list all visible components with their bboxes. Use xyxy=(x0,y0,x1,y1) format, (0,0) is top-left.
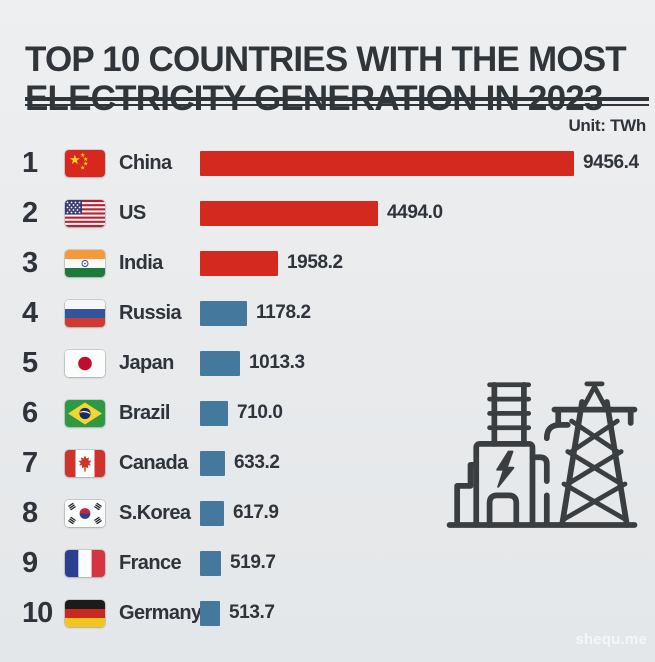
value-bar xyxy=(200,150,574,176)
chart-row: 9 France 519.7 xyxy=(0,538,655,588)
value-bar xyxy=(200,450,225,476)
svg-text:★: ★ xyxy=(80,152,85,159)
page-title: TOP 10 COUNTRIES WITH THE MOST ELECTRICI… xyxy=(25,41,649,117)
flag-ru-icon xyxy=(65,299,105,327)
value-label: 633.2 xyxy=(234,452,280,473)
value-label: 1958.2 xyxy=(287,252,343,273)
value-label: 617.9 xyxy=(233,502,279,523)
chart-rows: 1 ★ ★ ★ ★ ★ China 9456.4 2 US 4494.0 3 India… xyxy=(0,138,655,638)
flag-de-icon xyxy=(65,599,105,627)
value-bar xyxy=(200,600,220,626)
flag-cn-icon: ★ ★ ★ ★ ★ xyxy=(65,149,105,177)
rank-label: 9 xyxy=(22,546,38,579)
value-bar xyxy=(200,400,228,426)
flag-jp-icon xyxy=(65,349,105,377)
chart-row: 10 Germany 513.7 xyxy=(0,588,655,638)
chart-row: 4 Russia 1178.2 xyxy=(0,288,655,338)
value-bar xyxy=(200,550,221,576)
country-name-label: Russia xyxy=(119,301,182,324)
chart-row: 7 Canada 633.2 xyxy=(0,438,655,488)
country-name-label: China xyxy=(119,151,172,174)
country-name-label: France xyxy=(119,551,182,574)
svg-text:★: ★ xyxy=(83,160,88,167)
value-label: 513.7 xyxy=(229,602,275,623)
chart-row: 3 India 1958.2 xyxy=(0,238,655,288)
chart-row: 5 Japan 1013.3 xyxy=(0,338,655,388)
chart-row: 2 US 4494.0 xyxy=(0,188,655,238)
value-bar xyxy=(200,250,278,276)
rank-label: 1 xyxy=(22,146,38,179)
country-name-label: Brazil xyxy=(119,401,170,424)
flag-fr-icon xyxy=(65,549,105,577)
country-name-label: S.Korea xyxy=(119,501,191,524)
flag-ca-icon xyxy=(65,449,105,477)
watermark: shequ.me xyxy=(575,631,647,648)
flag-br-icon xyxy=(65,399,105,427)
title-double-underline xyxy=(25,97,649,106)
flag-kr-icon xyxy=(65,499,105,527)
rank-label: 8 xyxy=(22,496,38,529)
power-plant-icon xyxy=(440,370,645,535)
value-label: 4494.0 xyxy=(387,202,443,223)
country-name-label: Canada xyxy=(119,451,188,474)
country-name-label: Japan xyxy=(119,351,174,374)
title-line-1: TOP 10 COUNTRIES WITH THE MOST xyxy=(25,40,627,80)
rank-label: 3 xyxy=(22,246,38,279)
svg-text:★: ★ xyxy=(83,156,88,163)
value-bar xyxy=(200,500,224,526)
value-bar xyxy=(200,200,378,226)
chart-row: 8 S.Korea 617.9 xyxy=(0,488,655,538)
country-name-label: India xyxy=(119,251,163,274)
svg-text:★: ★ xyxy=(80,164,85,171)
rank-label: 7 xyxy=(22,446,38,479)
flag-in-icon xyxy=(65,249,105,277)
value-label: 519.7 xyxy=(230,552,276,573)
rank-label: 2 xyxy=(22,196,38,229)
rank-label: 4 xyxy=(22,296,38,329)
rank-label: 6 xyxy=(22,396,38,429)
value-label: 1178.2 xyxy=(256,302,311,323)
value-label: 9456.4 xyxy=(583,152,639,173)
country-name-label: US xyxy=(119,201,146,224)
flag-us-icon xyxy=(65,199,105,227)
svg-text:★: ★ xyxy=(69,153,81,168)
chart-row: 1 ★ ★ ★ ★ ★ China 9456.4 xyxy=(0,138,655,188)
value-bar xyxy=(200,350,240,376)
unit-label: Unit: TWh xyxy=(568,116,646,135)
rank-label: 10 xyxy=(22,596,53,629)
value-label: 1013.3 xyxy=(249,352,305,373)
value-bar xyxy=(200,300,247,326)
value-label: 710.0 xyxy=(237,402,283,423)
chart-row: 6 Brazil 710.0 xyxy=(0,388,655,438)
rank-label: 5 xyxy=(22,346,38,379)
country-name-label: Germany xyxy=(119,601,200,624)
